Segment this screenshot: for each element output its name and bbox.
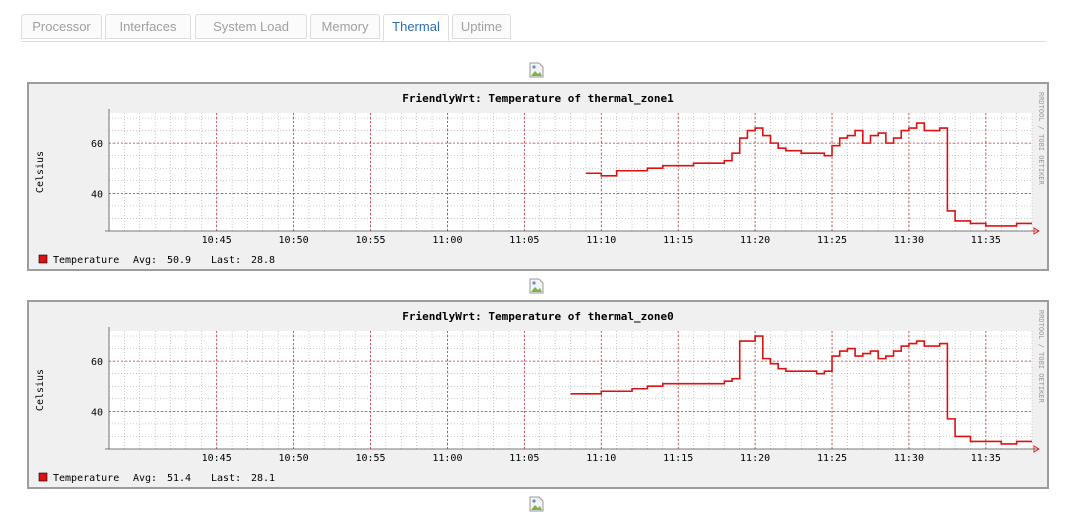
- x-tick-label: 11:20: [740, 235, 770, 246]
- tab-memory[interactable]: Memory: [310, 14, 380, 39]
- legend-swatch: [38, 254, 48, 264]
- series-line-temperature: [570, 335, 1032, 445]
- series-line-temperature: [585, 122, 1032, 227]
- x-tick-label: 10:55: [355, 235, 385, 246]
- x-tick-label: 11:00: [432, 453, 462, 464]
- chart-title: FriendlyWrt: Temperature of thermal_zone…: [402, 92, 674, 105]
- x-tick-label: 11:35: [971, 235, 1001, 246]
- y-tick-label: 40: [91, 189, 103, 200]
- y-axis-label: Celsius: [35, 369, 46, 411]
- rrdtool-credit: RRDTOOL / TOBI OETIKER: [1037, 310, 1045, 404]
- y-tick-label: 60: [91, 357, 103, 368]
- x-tick-label: 11:25: [817, 235, 847, 246]
- legend-last-value: 28.1: [251, 473, 275, 484]
- x-tick-label: 10:50: [279, 235, 309, 246]
- legend-last-label: Last:: [211, 473, 241, 484]
- chart-title: FriendlyWrt: Temperature of thermal_zone…: [402, 310, 674, 323]
- x-tick-label: 11:05: [509, 235, 539, 246]
- tab-interfaces[interactable]: Interfaces: [105, 14, 191, 39]
- x-axis-arrow: [1033, 227, 1040, 235]
- legend-avg-value: 51.4: [167, 473, 191, 484]
- rrdtool-credit: RRDTOOL / TOBI OETIKER: [1037, 92, 1045, 186]
- x-tick-label: 11:15: [663, 453, 693, 464]
- tab-bar: Processor Interfaces System Load Memory …: [21, 14, 1046, 42]
- broken-image-icon: [529, 496, 544, 512]
- x-tick-label: 11:05: [509, 453, 539, 464]
- tab-uptime[interactable]: Uptime: [452, 14, 511, 39]
- legend-series-name: Temperature: [53, 255, 119, 266]
- x-tick-label: 11:10: [586, 235, 616, 246]
- thermal-zone0-graph: FriendlyWrt: Temperature of thermal_zone…: [27, 300, 1049, 489]
- x-tick-label: 11:30: [894, 235, 924, 246]
- x-tick-label: 10:55: [355, 453, 385, 464]
- broken-image-icon: [529, 62, 544, 78]
- legend-avg-label: Avg:: [133, 255, 157, 266]
- x-tick-label: 11:30: [894, 453, 924, 464]
- tab-thermal[interactable]: Thermal: [383, 14, 449, 41]
- tab-system-load[interactable]: System Load: [195, 14, 307, 39]
- x-tick-label: 10:45: [202, 235, 232, 246]
- x-axis-arrow: [1033, 445, 1040, 453]
- chart-svg: FriendlyWrt: Temperature of thermal_zone…: [35, 310, 1045, 484]
- chart-svg: FriendlyWrt: Temperature of thermal_zone…: [35, 92, 1045, 266]
- legend-last-label: Last:: [211, 255, 241, 266]
- broken-image-icon: [529, 278, 544, 294]
- legend-last-value: 28.8: [251, 255, 275, 266]
- x-tick-label: 10:50: [279, 453, 309, 464]
- y-tick-label: 40: [91, 407, 103, 418]
- x-tick-label: 10:45: [202, 453, 232, 464]
- x-tick-label: 11:25: [817, 453, 847, 464]
- thermal-zone1-graph: FriendlyWrt: Temperature of thermal_zone…: [27, 82, 1049, 271]
- x-tick-label: 11:15: [663, 235, 693, 246]
- legend-swatch: [38, 472, 48, 482]
- y-tick-label: 60: [91, 139, 103, 150]
- x-tick-label: 11:10: [586, 453, 616, 464]
- x-tick-label: 11:20: [740, 453, 770, 464]
- x-tick-label: 11:35: [971, 453, 1001, 464]
- legend-avg-label: Avg:: [133, 473, 157, 484]
- legend-series-name: Temperature: [53, 473, 119, 484]
- y-axis-label: Celsius: [35, 151, 46, 193]
- legend-avg-value: 50.9: [167, 255, 191, 266]
- x-tick-label: 11:00: [432, 235, 462, 246]
- tab-processor[interactable]: Processor: [21, 14, 102, 39]
